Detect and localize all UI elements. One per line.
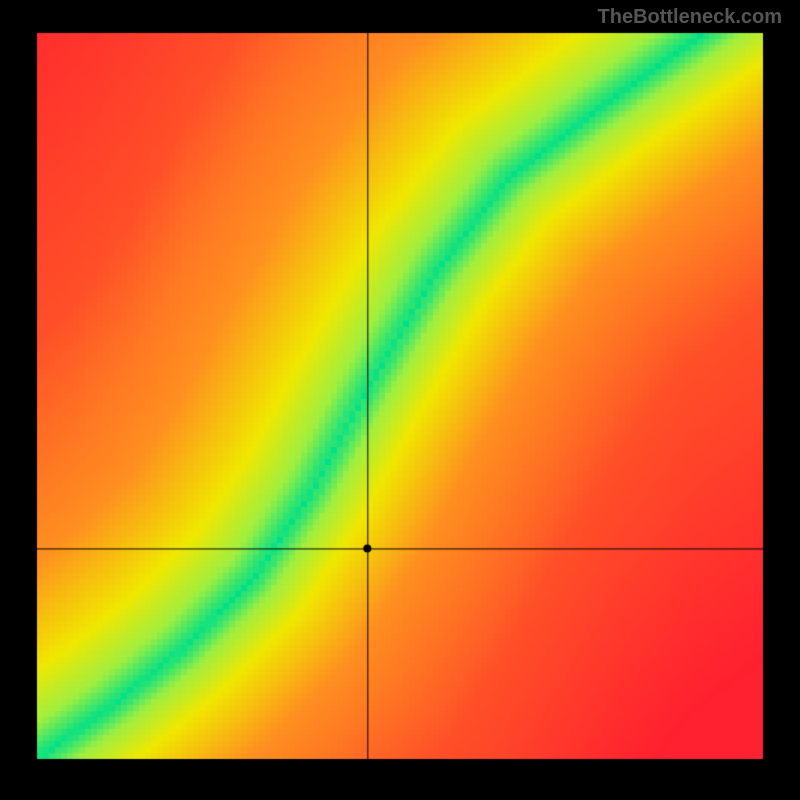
chart-container: TheBottleneck.com xyxy=(0,0,800,800)
heatmap-canvas xyxy=(0,0,800,800)
watermark-text: TheBottleneck.com xyxy=(598,6,782,29)
